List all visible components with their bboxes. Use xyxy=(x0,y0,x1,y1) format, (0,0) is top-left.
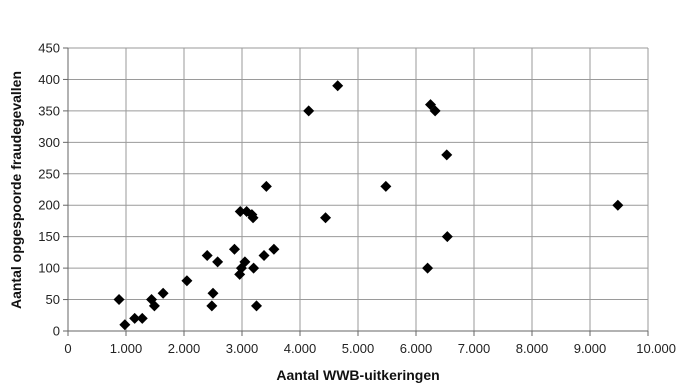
data-point xyxy=(441,231,453,243)
data-point xyxy=(258,250,270,262)
data-point xyxy=(228,243,240,255)
data-point xyxy=(136,312,148,324)
y-tick-label: 200 xyxy=(38,198,60,213)
data-point xyxy=(212,256,224,268)
x-tick-label: 9.000 xyxy=(574,341,607,356)
x-axis-title: Aantal WWB-uitkeringen xyxy=(276,367,439,383)
data-point xyxy=(320,212,332,224)
data-point xyxy=(239,256,251,268)
data-point xyxy=(129,312,141,324)
data-point xyxy=(148,300,160,312)
y-tick-label: 400 xyxy=(38,72,60,87)
data-point xyxy=(260,180,272,192)
data-point xyxy=(422,262,434,274)
x-tick-label: 2.000 xyxy=(168,341,201,356)
y-tick-label: 250 xyxy=(38,166,60,181)
data-point xyxy=(181,275,193,287)
data-point xyxy=(251,300,262,312)
y-tick-label: 100 xyxy=(38,261,60,276)
data-points xyxy=(113,80,624,331)
data-point xyxy=(119,319,131,331)
y-tick-label: 450 xyxy=(38,41,60,56)
y-axis-title: Aantal opgespoorde fraudegevallen xyxy=(8,71,24,309)
x-tick-label: 6.000 xyxy=(400,341,433,356)
data-point xyxy=(268,243,280,255)
data-point xyxy=(247,212,259,224)
x-tick-label: 4.000 xyxy=(284,341,317,356)
data-point xyxy=(201,250,213,262)
y-tick-label: 50 xyxy=(46,292,60,307)
y-tick-labels: 0 50 100 150 200 250 300 350 400 450 xyxy=(38,41,60,339)
data-point xyxy=(248,262,260,274)
y-tick-label: 150 xyxy=(38,229,60,244)
data-point xyxy=(332,80,344,92)
data-point xyxy=(441,149,453,161)
data-point xyxy=(380,180,392,192)
gridlines xyxy=(68,47,649,331)
y-tick-label: 350 xyxy=(38,103,60,118)
x-tick-label: 8.000 xyxy=(516,341,549,356)
data-point xyxy=(206,300,218,312)
y-tick-label: 0 xyxy=(53,324,60,339)
data-point xyxy=(207,287,219,299)
x-tick-label: 3.000 xyxy=(226,341,259,356)
data-point xyxy=(303,105,315,117)
data-point xyxy=(113,294,125,306)
x-tick-label: 5.000 xyxy=(342,341,375,356)
x-tick-labels: 0 1.000 2.000 3.000 4.000 5.000 6.000 7.000 8.00… xyxy=(64,341,676,356)
data-point xyxy=(429,105,441,117)
x-tick-label: 10.000 xyxy=(636,341,676,356)
x-tick-label: 1.000 xyxy=(110,341,143,356)
data-point xyxy=(234,206,246,218)
data-point xyxy=(157,287,169,299)
x-tick-label: 7.000 xyxy=(458,341,491,356)
y-tick-label: 300 xyxy=(38,135,60,150)
x-tick-label: 0 xyxy=(64,341,71,356)
axes xyxy=(63,47,649,336)
data-point xyxy=(612,199,624,211)
